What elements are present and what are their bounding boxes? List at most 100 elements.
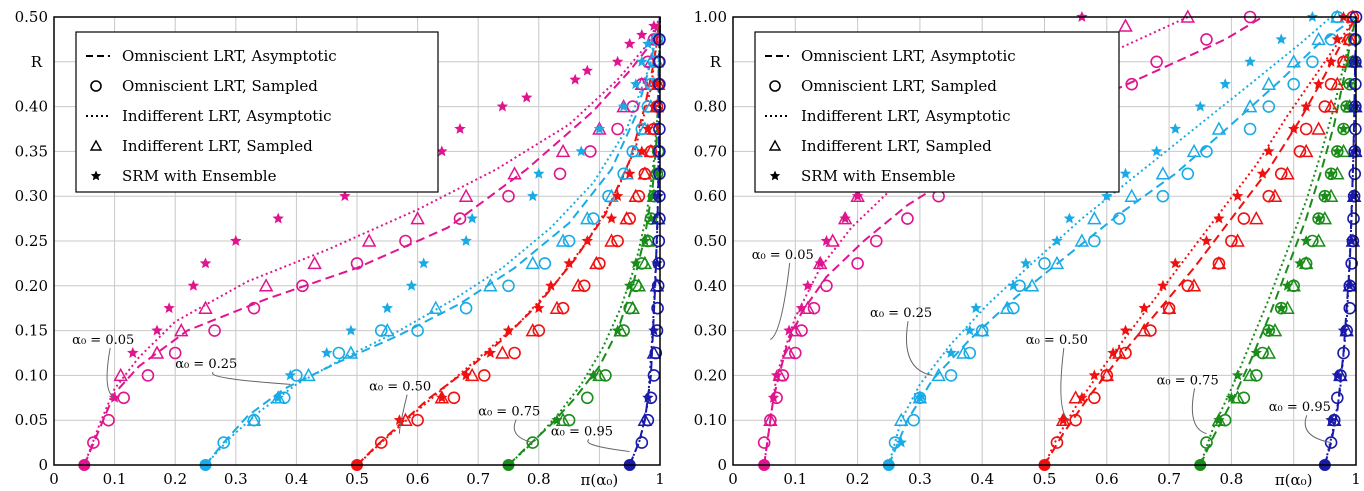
indifferent-sampled-point [893,412,909,426]
indifferent-sampled-point [1311,121,1326,135]
omniscient-sampled-point [635,436,649,449]
omniscient-sampled-point [502,279,515,293]
annotation-label: α₀ = 0.95 [551,424,613,439]
srm-ensemble-point [418,257,430,269]
omniscient-sampled-point [1287,77,1300,91]
srm-ensemble-point [636,28,648,40]
srm-ensemble-point [1101,190,1113,202]
x-tick-label: 0.4 [284,470,308,488]
y-axis-label: R [710,53,722,71]
annotation-leader-line [1060,347,1070,421]
legend-box [754,31,1120,193]
y-tick-label: 0.15 [15,322,48,340]
srm-ensemble-point [551,414,563,426]
omniscient-sampled-point [1088,234,1101,248]
legend-label: Indifferent LRT, Sampled [122,137,313,155]
srm-ensemble-point [1288,123,1300,134]
srm-ensemble-point [636,55,648,67]
indifferent-sampled-point [1155,166,1171,180]
omniscient-sampled-point [1348,167,1362,181]
indifferent-sampled-point [1311,31,1326,46]
srm-ensemble-point [521,91,533,103]
x-tick-label: 0.3 [224,470,248,488]
indifferent-sampled-point [1118,18,1133,32]
x-tick-label: 1 [655,470,665,488]
legend-box [75,31,439,193]
srm-ensemble-point [820,235,833,246]
srm-ensemble-point [1275,302,1287,314]
indifferent-sampled-point [628,188,644,202]
srm-ensemble-point [581,235,593,246]
omniscient-sampled-point [1088,391,1101,405]
indifferent-asymptotic-curve [83,16,661,466]
omniscient-sampled-point [580,391,594,405]
annotation-leader-line [770,262,791,341]
legend-label: Indifferent LRT, Sampled [801,137,992,155]
srm-ensemble-point [1337,324,1350,336]
indifferent-sampled-point [1242,99,1258,113]
omniscient-sampled-point [757,436,771,449]
indifferent-sampled-point [246,412,262,426]
srm-ensemble-point [1076,391,1088,403]
y-tick-label: 0.40 [15,98,48,116]
y-tick-label: 0.70 [694,142,727,160]
indifferent-sampled-point [637,412,653,426]
omniscient-sampled-point [217,436,230,449]
annotation-leader-line [905,321,933,376]
omniscient-sampled-point [87,436,100,449]
y-tick-label: 0.35 [15,142,48,160]
annotation-label: α₀ = 0.50 [1026,333,1088,348]
srm-ensemble-point [1194,100,1206,112]
srm-ensemble-point [1281,279,1294,291]
annotation-label: α₀ = 0.05 [72,333,134,348]
omniscient-sampled-point [1150,55,1163,69]
y-tick-label: 0.30 [694,322,727,340]
x-tick-label: 0.7 [466,470,490,488]
omniscient-sampled-point [963,346,977,360]
omniscient-sampled-point [1243,122,1257,136]
indifferent-sampled-point [1330,76,1345,90]
srm-ensemble-point [617,100,630,112]
srm-ensemble-point [1020,257,1032,269]
srm-ensemble-point [1231,369,1244,381]
srm-ensemble-point [272,212,284,224]
annotation-label: α₀ = 0.05 [752,248,814,263]
omniscient-sampled-point [1156,189,1170,203]
omniscient-sampled-point [374,436,388,449]
indifferent-sampled-point [1211,121,1227,135]
srm-ensemble-point [914,391,926,403]
right-chart: 0 0.1 0.2 0.3 0.4 0.5 0.6 0.7 0.8 1 0 0.10 0.20 0.30 0… [694,8,1363,489]
indifferent-sampled-point [173,323,189,337]
y-tick-label: 0.05 [15,411,48,429]
omniscient-sampled-point [117,391,130,405]
srm-ensemble-point [284,369,296,381]
srm-ensemble-point [964,324,976,336]
srm-ensemble-point [624,37,636,49]
omniscient-sampled-point [1125,77,1139,91]
srm-ensemble-point [1007,279,1020,291]
srm-ensemble-point [545,279,557,291]
legend-label: SRM with Ensemble [122,167,277,185]
srm-ensemble-point [563,257,575,269]
indifferent-sampled-point [631,278,647,292]
x-tick-label: 0.3 [908,470,932,488]
omniscient-asymptotic-curve [204,16,661,466]
srm-ensemble-point [127,347,139,358]
srm-ensemble-point [651,257,663,269]
srm-ensemble-point [1200,235,1213,246]
indifferent-sampled-point [1161,300,1177,314]
srm-ensemble-point [1294,257,1306,269]
srm-ensemble-point [851,190,864,202]
x-tick-label: 0.2 [163,470,187,488]
srm-ensemble-point [1225,391,1238,403]
x-tick-label: 0.8 [527,470,551,488]
srm-ensemble-point [454,123,466,134]
srm-ensemble-point [611,190,624,202]
srm-ensemble-point [1119,324,1132,336]
y-tick-label: 0.40 [694,277,727,295]
legend-label: Omniscient LRT, Asymptotic [801,47,1016,65]
legend-label: Indifferent LRT, Asymptotic [122,107,331,125]
srm-ensemble-point [533,167,545,179]
legend-circle-icon [769,80,781,92]
srm-ensemble-point [1138,302,1150,314]
